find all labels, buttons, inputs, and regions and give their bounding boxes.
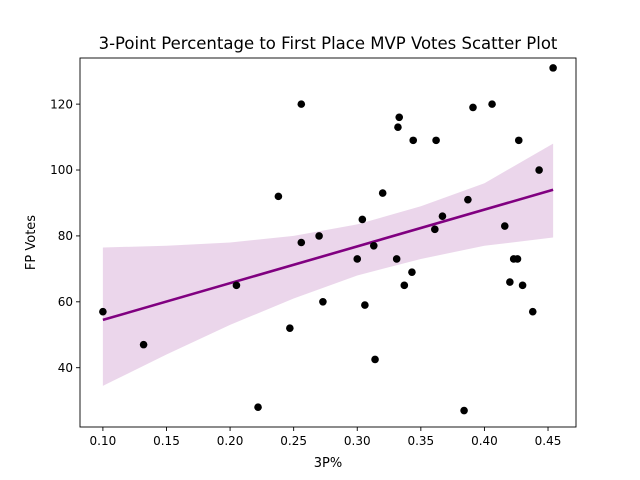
data-point (506, 278, 514, 286)
data-point (369, 241, 378, 250)
data-point (469, 103, 477, 112)
data-point (488, 100, 496, 108)
data-point (528, 307, 537, 316)
data-point (286, 324, 294, 332)
data-point (315, 232, 323, 240)
x-tick-label: 0.25 (280, 434, 307, 448)
data-point (361, 301, 369, 309)
x-tick-label: 0.20 (217, 434, 244, 448)
data-point (408, 268, 416, 276)
plot-frame (79, 57, 577, 428)
data-point (432, 136, 440, 145)
x-tick-label: 0.10 (90, 434, 117, 448)
data-point (99, 307, 107, 316)
y-axis-label: FP Votes (24, 215, 39, 270)
x-axis-label: 3P% (314, 456, 342, 471)
data-point (514, 136, 523, 145)
data-point (254, 403, 262, 412)
x-tick-label: 0.35 (407, 434, 434, 448)
data-point (319, 298, 327, 306)
x-axis-ticks: 0.10 0.15 0.20 0.25 0.30 0.35 0.40 0.45 (90, 427, 562, 448)
x-tick-label: 0.15 (153, 434, 180, 448)
data-point (358, 215, 367, 224)
data-point (297, 238, 306, 247)
y-axis-ticks: 40 60 80 100 120 (50, 97, 80, 375)
regression-line (102, 188, 554, 322)
data-point (395, 113, 404, 122)
plot-area (99, 64, 557, 415)
data-point (535, 166, 543, 174)
confidence-band (102, 143, 554, 386)
x-tick-label: 0.30 (344, 434, 371, 448)
data-point (378, 189, 387, 197)
data-point (392, 255, 401, 263)
data-point (400, 281, 409, 290)
y-tick-label: 120 (50, 97, 73, 111)
chart-title: 3-Point Percentage to First Place MVP Vo… (99, 34, 558, 53)
y-tick-label: 60 (58, 295, 73, 309)
y-tick-label: 40 (58, 361, 73, 375)
x-tick-label: 0.45 (535, 434, 562, 448)
data-point (371, 355, 379, 364)
data-point (394, 123, 402, 131)
data-point (139, 340, 148, 349)
x-tick-label: 0.40 (471, 434, 498, 448)
data-point (297, 100, 306, 108)
data-point (518, 281, 527, 290)
data-point (513, 255, 522, 263)
data-point (274, 192, 283, 201)
data-point (232, 281, 241, 290)
y-tick-label: 80 (58, 229, 73, 243)
data-point (438, 212, 447, 220)
data-point (500, 222, 509, 230)
data-point (409, 136, 418, 145)
data-points (99, 64, 557, 415)
data-point (549, 64, 557, 72)
y-tick-label: 100 (50, 163, 73, 177)
data-point (460, 406, 468, 415)
data-point (464, 195, 472, 204)
data-point (353, 255, 362, 263)
data-point (431, 225, 439, 234)
